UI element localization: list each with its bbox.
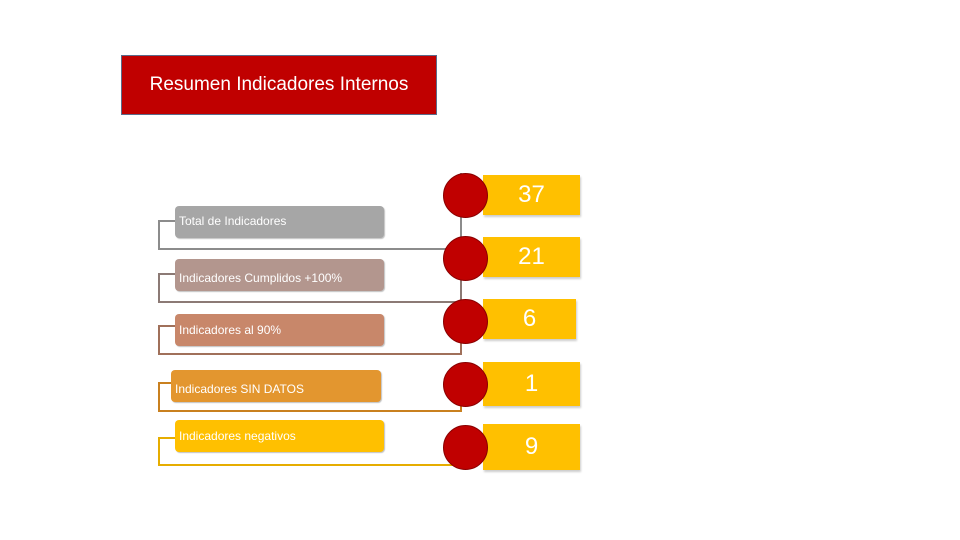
label-total-text: Total de Indicadores: [179, 214, 287, 228]
value-negativos: 9: [483, 424, 580, 470]
value-sin-datos: 1: [483, 362, 580, 406]
label-sin-datos: Indicadores SIN DATOS: [171, 370, 381, 402]
title-text: Resumen Indicadores Internos: [149, 74, 409, 95]
connector-line-total: [158, 173, 462, 250]
label-cumplidos: Indicadores Cumplidos +100%: [175, 259, 384, 291]
value-total: 37: [483, 175, 580, 215]
connector-line-cumplidos: [158, 252, 462, 303]
circle-negativos: [443, 425, 488, 470]
circle-total: [443, 173, 488, 218]
value-90-text: 6: [522, 305, 537, 332]
value-90: 6: [483, 299, 576, 339]
label-90: Indicadores al 90%: [175, 314, 384, 346]
value-sin-datos-text: 1: [524, 370, 539, 397]
value-cumplidos-text: 21: [518, 243, 545, 270]
label-cumplidos-text: Indicadores Cumplidos +100%: [179, 271, 343, 285]
circle-cumplidos: [443, 236, 488, 281]
value-negativos-text: 9: [524, 433, 539, 460]
label-90-text: Indicadores al 90%: [179, 323, 282, 337]
label-total: Total de Indicadores: [175, 206, 384, 238]
value-cumplidos: 21: [483, 237, 580, 277]
value-total-text: 37: [518, 181, 545, 208]
label-sin-datos-text: Indicadores SIN DATOS: [175, 382, 304, 396]
circle-sin-datos: [443, 362, 488, 407]
circle-90: [443, 299, 488, 344]
title-box: Resumen Indicadores Internos: [121, 55, 437, 115]
label-negativos: Indicadores negativos: [175, 420, 384, 452]
label-negativos-text: Indicadores negativos: [179, 429, 296, 443]
